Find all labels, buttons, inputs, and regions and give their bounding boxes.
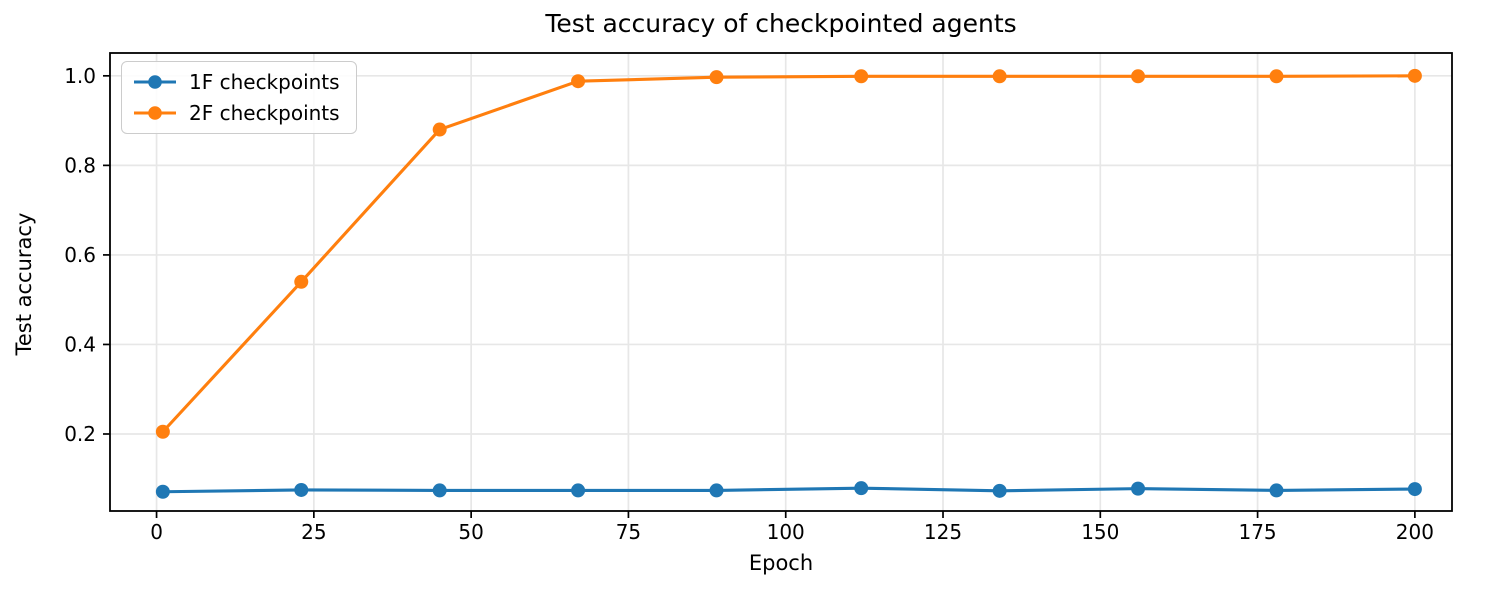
data-point <box>155 424 170 439</box>
series-1f-checkpoints <box>155 481 1422 499</box>
y-axis-label: Test accuracy <box>12 212 36 356</box>
x-tick-label: 125 <box>924 520 962 544</box>
y-tick-label: 0.8 <box>64 153 96 177</box>
data-point <box>854 481 869 496</box>
data-point <box>294 274 309 289</box>
data-point <box>571 483 586 498</box>
data-point <box>992 483 1007 498</box>
data-point <box>155 484 170 499</box>
y-tick-label: 0.2 <box>64 422 96 446</box>
data-point <box>1131 69 1146 84</box>
series-2f-checkpoints <box>155 68 1422 439</box>
x-tick-label: 25 <box>301 520 326 544</box>
x-tick-labels: 0 25 50 75 100 125 150 175 200 <box>150 520 1434 544</box>
x-tick-label: 0 <box>150 520 163 544</box>
x-tick-label: 175 <box>1238 520 1276 544</box>
data-point <box>709 483 724 498</box>
legend-item-label: 1F checkpoints <box>189 70 340 94</box>
legend-item-label: 2F checkpoints <box>189 101 340 125</box>
data-point <box>709 70 724 85</box>
legend: 1F checkpoints 2F checkpoints <box>121 61 357 134</box>
x-tick-label: 50 <box>458 520 483 544</box>
data-point <box>1269 69 1284 84</box>
legend-item-2f: 2F checkpoints <box>132 100 340 126</box>
tick-marks <box>103 74 1416 518</box>
y-tick-labels: 0.2 0.4 0.6 0.8 1.0 <box>64 64 96 446</box>
y-tick-label: 1.0 <box>64 64 96 88</box>
data-point <box>432 122 447 137</box>
data-point <box>1407 68 1422 83</box>
data-point <box>854 69 869 84</box>
legend-line-marker-icon <box>134 75 176 89</box>
x-axis-label: Epoch <box>748 551 814 575</box>
y-tick-label: 0.4 <box>64 332 96 356</box>
axes-spines <box>109 52 1453 512</box>
x-tick-label: 150 <box>1081 520 1119 544</box>
data-point <box>1407 482 1422 497</box>
x-tick-label: 100 <box>767 520 805 544</box>
legend-item-1f: 1F checkpoints <box>132 69 340 95</box>
x-tick-label: 200 <box>1396 520 1434 544</box>
data-point <box>1269 483 1284 498</box>
data-point <box>294 482 309 497</box>
data-point <box>432 483 447 498</box>
y-tick-label: 0.6 <box>64 243 96 267</box>
data-point <box>571 74 586 89</box>
chart-title: Test accuracy of checkpointed agents <box>545 9 1017 38</box>
data-point <box>1131 481 1146 496</box>
data-point <box>992 69 1007 84</box>
legend-line-marker-icon <box>134 106 176 120</box>
x-tick-label: 75 <box>616 520 641 544</box>
